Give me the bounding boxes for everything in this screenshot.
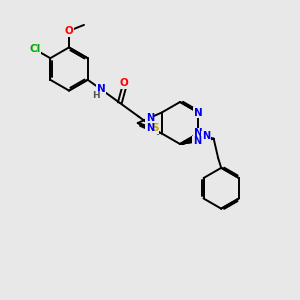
Text: Cl: Cl <box>29 44 40 54</box>
Text: N: N <box>194 107 203 118</box>
Text: N: N <box>146 123 154 133</box>
Text: N: N <box>97 84 106 94</box>
Text: N: N <box>193 136 201 146</box>
Text: N: N <box>202 131 210 141</box>
Text: N: N <box>146 113 154 123</box>
Text: H: H <box>92 92 100 100</box>
Text: N: N <box>194 128 203 139</box>
Text: O: O <box>120 78 129 88</box>
Text: S: S <box>151 123 159 134</box>
Text: O: O <box>64 26 74 36</box>
